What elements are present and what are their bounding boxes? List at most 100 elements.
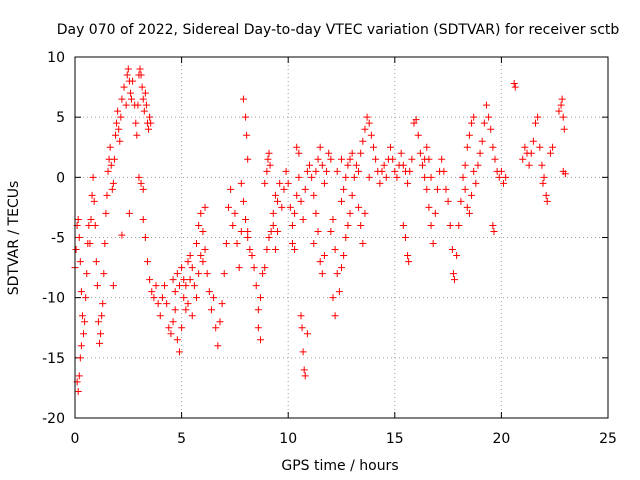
data-point xyxy=(282,167,290,175)
data-point xyxy=(543,197,551,205)
data-point xyxy=(99,300,107,308)
data-point xyxy=(143,258,151,266)
data-point xyxy=(344,161,352,169)
data-point xyxy=(239,95,247,103)
data-point xyxy=(269,209,277,217)
data-point xyxy=(124,65,132,73)
data-point xyxy=(365,119,373,127)
data-point xyxy=(133,131,141,139)
data-point xyxy=(546,149,554,157)
data-point xyxy=(265,149,273,157)
data-point xyxy=(352,161,360,169)
y-tick-label: -10 xyxy=(42,291,65,307)
data-point xyxy=(519,155,527,163)
data-point xyxy=(178,324,186,332)
data-point xyxy=(244,234,252,241)
y-tick-label: 5 xyxy=(56,110,65,126)
data-point xyxy=(136,65,144,73)
data-point xyxy=(237,227,245,235)
x-tick-label: 5 xyxy=(177,431,186,447)
data-point xyxy=(397,149,405,157)
y-tick-label: 0 xyxy=(56,170,65,186)
data-point xyxy=(263,246,271,254)
data-point xyxy=(225,203,233,211)
data-point xyxy=(93,282,101,290)
data-point xyxy=(468,191,476,199)
data-point xyxy=(303,167,311,175)
data-point xyxy=(102,209,110,217)
data-point xyxy=(423,185,431,193)
data-point xyxy=(239,197,247,205)
data-point xyxy=(427,221,435,229)
data-point xyxy=(139,185,147,193)
data-point xyxy=(169,276,177,284)
data-point xyxy=(465,209,473,217)
data-point xyxy=(214,342,222,350)
data-point xyxy=(301,185,309,193)
data-point xyxy=(141,89,149,97)
data-point xyxy=(158,294,166,302)
data-point xyxy=(532,119,540,127)
data-point xyxy=(478,137,486,145)
data-point xyxy=(269,221,277,229)
y-tick-label: -5 xyxy=(51,231,65,247)
data-point xyxy=(295,149,303,157)
data-point xyxy=(188,312,196,320)
data-point xyxy=(378,167,386,175)
data-point xyxy=(363,113,371,121)
data-point xyxy=(118,95,126,103)
data-point xyxy=(77,288,85,296)
data-point xyxy=(254,306,262,314)
data-point xyxy=(459,173,467,181)
data-point xyxy=(470,113,478,121)
data-point xyxy=(416,149,424,157)
data-point xyxy=(312,209,320,217)
data-point xyxy=(404,179,412,187)
data-point xyxy=(355,167,363,175)
data-point xyxy=(453,252,461,260)
data-point xyxy=(197,209,205,217)
data-point xyxy=(559,113,567,121)
data-point xyxy=(312,167,320,175)
data-point xyxy=(76,258,84,266)
data-point xyxy=(425,203,433,211)
data-point xyxy=(425,155,433,163)
data-point xyxy=(408,155,416,163)
data-point xyxy=(472,179,480,187)
data-point xyxy=(276,179,284,187)
data-point xyxy=(138,83,146,91)
data-point xyxy=(190,282,198,290)
data-point xyxy=(125,209,133,217)
data-point xyxy=(500,179,508,187)
data-point xyxy=(218,300,226,308)
data-point xyxy=(96,339,104,347)
data-point xyxy=(229,221,237,229)
data-point xyxy=(188,264,196,272)
data-point xyxy=(423,143,431,151)
data-point xyxy=(495,173,503,181)
data-point xyxy=(348,149,356,157)
data-point xyxy=(117,113,125,121)
data-point xyxy=(89,173,97,181)
data-point xyxy=(137,179,145,187)
data-point xyxy=(450,276,458,284)
data-point xyxy=(346,155,354,163)
data-point xyxy=(502,173,510,181)
data-point xyxy=(521,143,529,151)
data-point xyxy=(77,342,85,350)
data-point xyxy=(250,264,258,272)
data-point xyxy=(357,149,365,157)
data-point xyxy=(487,125,495,133)
data-point xyxy=(78,312,86,320)
data-point xyxy=(301,372,309,380)
y-axis-label: SDTVAR / TECUs xyxy=(6,181,22,296)
data-point xyxy=(216,318,224,326)
data-point xyxy=(199,227,207,235)
data-point xyxy=(195,221,203,229)
data-point xyxy=(427,173,435,181)
data-point xyxy=(120,83,128,91)
data-point xyxy=(429,240,437,248)
x-tick-label: 10 xyxy=(279,431,297,447)
data-point xyxy=(542,191,550,199)
data-point xyxy=(97,330,105,338)
